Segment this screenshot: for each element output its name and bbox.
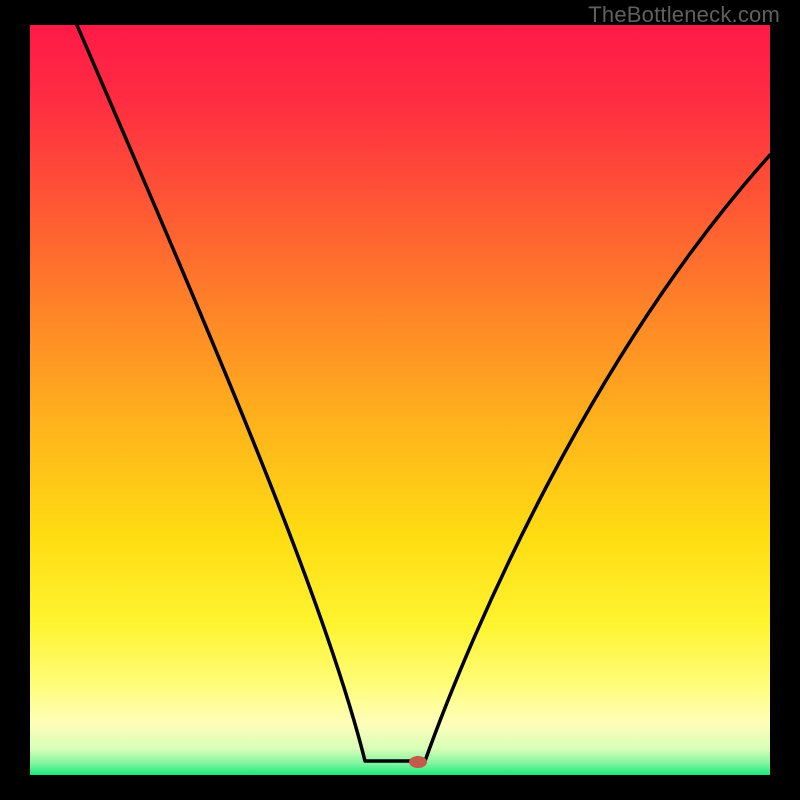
optimal-point-marker: [409, 756, 427, 768]
chart-frame: TheBottleneck.com: [0, 0, 800, 800]
watermark-text: TheBottleneck.com: [588, 2, 780, 28]
plot-area: [30, 25, 770, 775]
gradient-background: [30, 25, 770, 775]
